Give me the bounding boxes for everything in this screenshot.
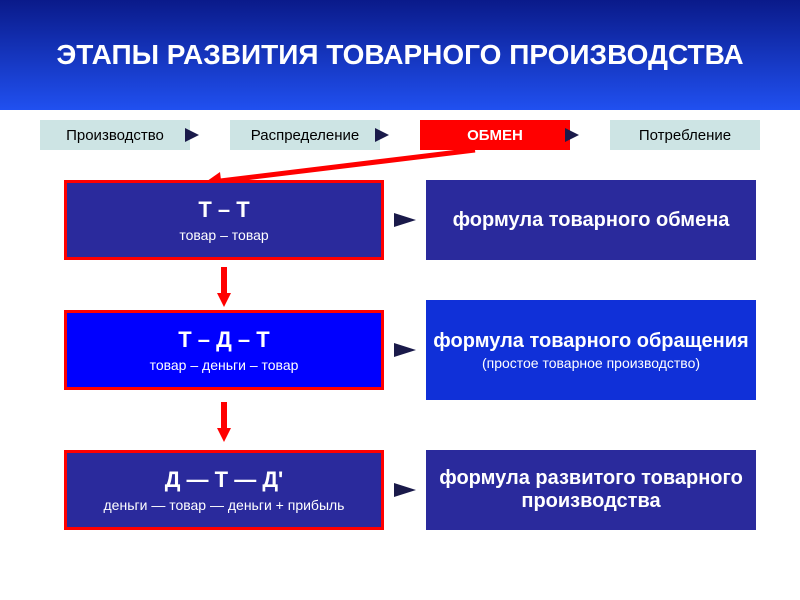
- v-arrow-1-icon: [217, 264, 231, 310]
- formula-3-sub: деньги — товар — деньги + прибыль: [104, 497, 345, 513]
- diagram-content: Производство Распределение ОБМЕН Потреблени…: [0, 110, 800, 600]
- stage-box-3: ОБМЕН: [420, 120, 570, 150]
- stage-box-2: Распределение: [230, 120, 380, 150]
- label-box-1: формула товарного обмена: [426, 180, 756, 260]
- label-2-sub: (простое товарное производство): [482, 355, 700, 371]
- label-1-main: формула товарного обмена: [453, 209, 730, 232]
- stage-box-4: Потребление: [610, 120, 760, 150]
- h-arrow-1-icon: [394, 213, 416, 227]
- h-arrow-2-icon: [394, 343, 416, 357]
- h-arrow-3-icon: [394, 483, 416, 497]
- stage-arrow-1-icon: [185, 128, 199, 142]
- label-box-2: формула товарного обращения (простое тов…: [426, 300, 756, 400]
- formula-2-sub: товар – деньги – товар: [150, 357, 299, 373]
- v-arrow-2-icon: [217, 394, 231, 450]
- page-title: ЭТАПЫ РАЗВИТИЯ ТОВАРНОГО ПРОИЗВОДСТВА: [56, 37, 743, 73]
- formula-box-2: Т – Д – Т товар – деньги – товар: [64, 310, 384, 390]
- formula-2-title: Т – Д – Т: [178, 327, 269, 353]
- stage-row: Производство Распределение ОБМЕН Потреблени…: [0, 120, 800, 150]
- label-box-3: формула развитого товарного производства: [426, 450, 756, 530]
- formula-box-1: Т – Т товар – товар: [64, 180, 384, 260]
- header: ЭТАПЫ РАЗВИТИЯ ТОВАРНОГО ПРОИЗВОДСТВА: [0, 0, 800, 110]
- stage-box-1: Производство: [40, 120, 190, 150]
- formula-1-sub: товар – товар: [179, 227, 268, 243]
- formula-box-3: Д — Т — Д' деньги — товар — деньги + при…: [64, 450, 384, 530]
- formula-3-title: Д — Т — Д': [165, 467, 283, 493]
- label-2-main: формула товарного обращения: [433, 330, 748, 353]
- stage-arrow-2-icon: [375, 128, 389, 142]
- stage-arrow-3-icon: [565, 128, 579, 142]
- label-3-main: формула развитого товарного производства: [426, 467, 756, 513]
- formula-1-title: Т – Т: [198, 197, 249, 223]
